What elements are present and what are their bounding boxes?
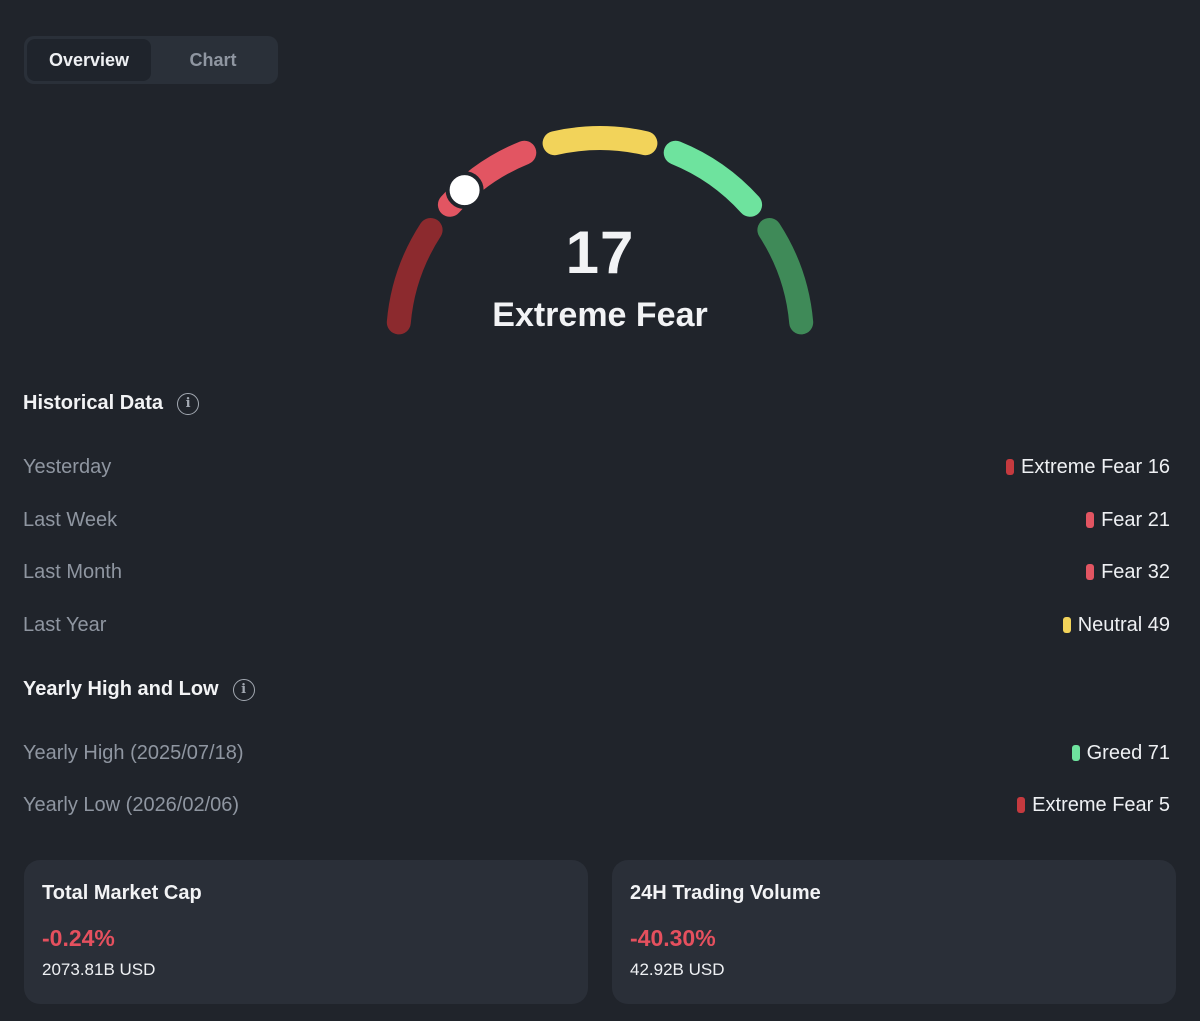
row-value-text: Fear 21 bbox=[1101, 508, 1170, 531]
total-market-cap-card: Total Market Cap -0.24% 2073.81B USD bbox=[24, 860, 588, 1004]
row-label: Last Year bbox=[23, 613, 107, 636]
sentiment-dot bbox=[1006, 459, 1015, 475]
sentiment-dot bbox=[1017, 797, 1026, 813]
card-title: 24H Trading Volume bbox=[630, 882, 821, 904]
row-value-text: Extreme Fear 16 bbox=[1021, 455, 1170, 478]
card-value: 2073.81B USD bbox=[42, 960, 156, 979]
row-label: Last Month bbox=[23, 560, 122, 583]
info-icon[interactable]: i bbox=[232, 678, 255, 701]
yearly-high-low-heading: Yearly High and Low i bbox=[23, 678, 255, 701]
tab-overview[interactable]: Overview bbox=[27, 39, 151, 81]
gauge-segment-extreme-fear bbox=[386, 218, 443, 335]
sentiment-gauge: 17 Extreme Fear bbox=[380, 118, 820, 358]
row-value: Fear 21 bbox=[1086, 509, 1170, 532]
row-label: Yearly Low (2026/02/06) bbox=[23, 793, 240, 816]
row-value: Greed 71 bbox=[1071, 741, 1170, 765]
yearly-high-low-title: Yearly High and Low bbox=[23, 678, 219, 700]
trading-volume-card: 24H Trading Volume -40.30% 42.92B USD bbox=[612, 860, 1176, 1004]
row-value: Extreme Fear 16 bbox=[1006, 456, 1170, 479]
row-value: Extreme Fear 5 bbox=[1017, 794, 1170, 817]
gauge-segment-neutral bbox=[542, 126, 658, 156]
history-row-yesterday: Yesterday Extreme Fear 16 bbox=[23, 452, 1170, 482]
history-row-last-week: Last Week Fear 21 bbox=[23, 505, 1170, 535]
card-value: 42.92B USD bbox=[630, 960, 725, 979]
row-value-text: Fear 32 bbox=[1101, 560, 1170, 583]
row-label: Last Week bbox=[23, 508, 118, 531]
card-change: -0.24% bbox=[42, 925, 115, 951]
row-label: Yesterday bbox=[23, 455, 112, 478]
card-title: Total Market Cap bbox=[42, 882, 202, 904]
gauge-value: 17 bbox=[565, 219, 635, 286]
history-row-last-month: Last Month Fear 32 bbox=[23, 557, 1170, 587]
info-icon[interactable]: i bbox=[177, 392, 200, 415]
yearly-row-high: Yearly High (2025/07/18) Greed 71 bbox=[23, 738, 1170, 768]
row-value: Fear 32 bbox=[1086, 561, 1170, 584]
gauge-pointer bbox=[445, 171, 484, 210]
historical-data-title: Historical Data bbox=[23, 392, 164, 414]
tab-chart[interactable]: Chart bbox=[189, 49, 237, 70]
card-change: -40.30% bbox=[630, 925, 716, 951]
row-value: Neutral 49 bbox=[1062, 613, 1170, 637]
sentiment-dot bbox=[1086, 512, 1095, 528]
history-row-last-year: Last Year Neutral 49 bbox=[23, 610, 1170, 640]
sentiment-dot bbox=[1071, 745, 1080, 761]
row-label: Yearly High (2025/07/18) bbox=[23, 741, 244, 764]
view-tabs: Overview Chart bbox=[24, 36, 278, 84]
gauge-arc bbox=[386, 126, 814, 335]
row-value-text: Extreme Fear 5 bbox=[1032, 793, 1170, 816]
yearly-row-low: Yearly Low (2026/02/06) Extreme Fear 5 bbox=[23, 790, 1170, 820]
gauge-segment-extreme-greed bbox=[757, 218, 814, 335]
gauge-segment-greed bbox=[663, 140, 763, 217]
sentiment-dot bbox=[1062, 617, 1071, 633]
gauge-label: Extreme Fear bbox=[492, 296, 708, 334]
sentiment-dot bbox=[1086, 564, 1095, 580]
row-value-text: Neutral 49 bbox=[1077, 613, 1170, 636]
historical-data-heading: Historical Data i bbox=[23, 392, 200, 415]
row-value-text: Greed 71 bbox=[1086, 741, 1170, 764]
